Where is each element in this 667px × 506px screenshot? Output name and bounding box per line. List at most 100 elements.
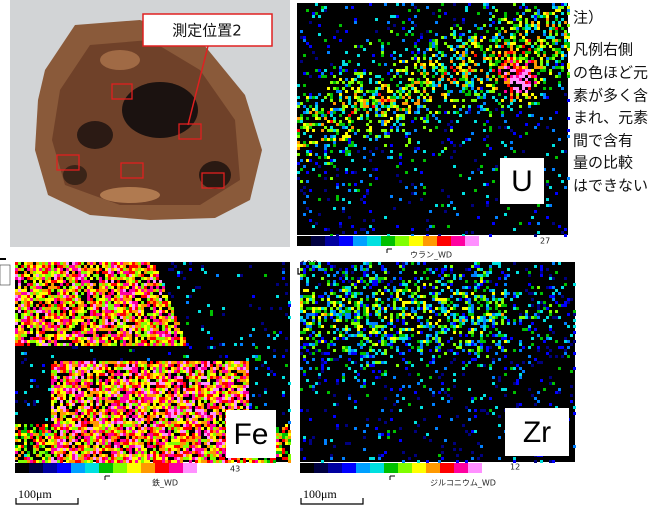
map-pixel <box>117 334 120 337</box>
map-pixel <box>66 379 69 382</box>
map-pixel <box>21 268 24 271</box>
map-pixel <box>411 27 414 30</box>
map-pixel <box>132 328 135 331</box>
map-pixel <box>210 346 213 349</box>
map-pixel <box>198 376 201 379</box>
map-pixel <box>66 307 69 310</box>
map-pixel <box>144 391 147 394</box>
map-pixel <box>42 322 45 325</box>
map-pixel <box>135 280 138 283</box>
map-pixel <box>282 436 285 439</box>
map-pixel <box>171 310 174 313</box>
map-pixel <box>198 448 201 451</box>
map-pixel <box>48 280 51 283</box>
map-pixel <box>264 403 267 406</box>
map-pixel <box>81 316 84 319</box>
map-pixel <box>156 310 159 313</box>
map-pixel <box>189 376 192 379</box>
map-pixel <box>228 379 231 382</box>
map-pixel <box>150 439 153 442</box>
map-pixel <box>174 427 177 430</box>
map-pixel <box>18 454 21 457</box>
map-pixel <box>489 147 492 150</box>
map-pixel <box>33 316 36 319</box>
map-pixel <box>378 114 381 117</box>
map-pixel <box>375 138 378 141</box>
map-pixel <box>174 388 177 391</box>
map-pixel <box>81 280 84 283</box>
map-pixel <box>162 367 165 370</box>
map-pixel <box>450 66 453 69</box>
map-pixel <box>111 418 114 421</box>
map-pixel <box>183 391 186 394</box>
map-pixel <box>117 265 120 268</box>
map-pixel <box>81 331 84 334</box>
map-pixel <box>264 274 267 277</box>
map-pixel <box>120 394 123 397</box>
map-pixel <box>339 90 342 93</box>
map-pixel <box>129 457 132 460</box>
map-pixel <box>456 111 459 114</box>
map-pixel <box>555 18 558 21</box>
map-pixel <box>90 316 93 319</box>
map-pixel <box>501 111 504 114</box>
map-pixel <box>369 96 372 99</box>
map-pixel <box>48 292 51 295</box>
map-pixel <box>78 391 81 394</box>
map-pixel <box>492 39 495 42</box>
map-pixel <box>222 433 225 436</box>
map-pixel <box>105 439 108 442</box>
map-pixel <box>189 268 192 271</box>
map-pixel <box>129 325 132 328</box>
map-pixel <box>519 6 522 9</box>
map-pixel <box>519 78 522 81</box>
map-pixel <box>357 54 360 57</box>
map-pixel <box>213 370 216 373</box>
measure-squares <box>56 83 225 189</box>
map-pixel <box>105 277 108 280</box>
map-pixel <box>438 63 441 66</box>
map-pixel <box>72 457 75 460</box>
map-pixel <box>213 406 216 409</box>
map-pixel <box>99 268 102 271</box>
map-pixel <box>393 57 396 60</box>
map-pixel <box>222 439 225 442</box>
map-pixel <box>315 141 318 144</box>
map-pixel <box>216 406 219 409</box>
map-pixel <box>225 373 228 376</box>
map-pixel <box>126 298 129 301</box>
map-pixel <box>468 39 471 42</box>
map-pixel <box>267 334 270 337</box>
map-pixel <box>231 385 234 388</box>
map-pixel <box>492 168 495 171</box>
map-pixel <box>459 45 462 48</box>
map-pixel <box>237 274 240 277</box>
map-pixel <box>495 60 498 63</box>
map-pixel <box>303 105 306 108</box>
map-pixel <box>36 343 39 346</box>
map-pixel <box>552 54 555 57</box>
map-pixel <box>21 328 24 331</box>
map-pixel <box>438 234 441 237</box>
map-pixel <box>405 72 408 75</box>
map-pixel <box>435 111 438 114</box>
map-pixel <box>60 451 63 454</box>
map-pixel <box>171 325 174 328</box>
map-pixel <box>87 283 90 286</box>
map-pixel <box>108 277 111 280</box>
map-pixel <box>207 430 210 433</box>
map-pixel <box>120 283 123 286</box>
map-pixel <box>123 397 126 400</box>
map-pixel <box>126 334 129 337</box>
map-pixel <box>18 337 21 340</box>
map-pixel <box>195 361 198 364</box>
map-pixel <box>462 84 465 87</box>
map-pixel <box>300 36 303 39</box>
map-pixel <box>138 385 141 388</box>
map-pixel <box>120 292 123 295</box>
map-pixel <box>180 433 183 436</box>
map-pixel <box>156 415 159 418</box>
map-pixel <box>150 367 153 370</box>
map-pixel <box>210 391 213 394</box>
map-pixel <box>198 442 201 445</box>
